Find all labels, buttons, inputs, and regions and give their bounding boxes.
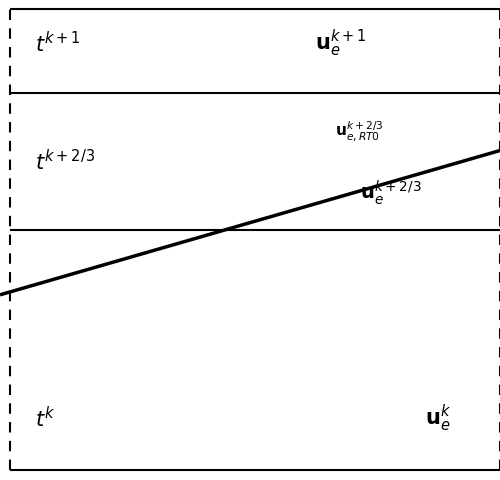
Text: $t^{k+2/3}$: $t^{k+2/3}$ (35, 148, 95, 173)
Text: $t^{k}$: $t^{k}$ (35, 405, 56, 430)
Text: $t^{k+1}$: $t^{k+1}$ (35, 31, 81, 56)
Text: $\mathbf{u}_e^{k+2/3}$: $\mathbf{u}_e^{k+2/3}$ (360, 178, 422, 206)
Text: $\mathbf{u}_e^{k+1}$: $\mathbf{u}_e^{k+1}$ (315, 28, 366, 59)
Text: $\mathbf{u}_{e,RT0}^{k+2/3}$: $\mathbf{u}_{e,RT0}^{k+2/3}$ (335, 120, 384, 144)
Text: $\mathbf{u}_e^{k}$: $\mathbf{u}_e^{k}$ (425, 402, 451, 433)
